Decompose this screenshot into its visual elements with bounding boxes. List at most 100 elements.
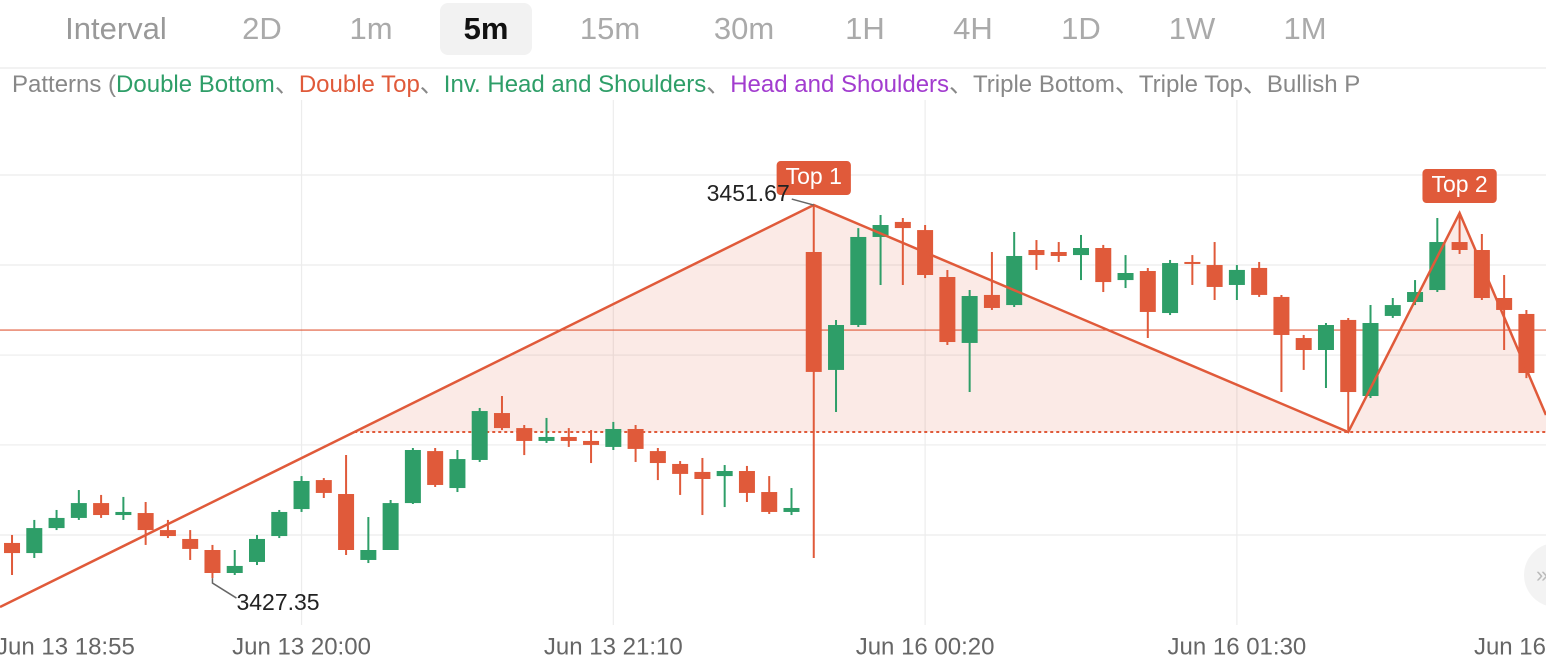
candle-body [471, 411, 488, 460]
x-tick-label: Jun 16 01:30 [1167, 633, 1306, 660]
candle-body [939, 276, 956, 343]
legend-item[interactable]: Bullish P [1267, 71, 1360, 98]
interval-option[interactable]: 2D [242, 11, 282, 46]
candle-body [805, 251, 822, 372]
x-tick-label: Jun 13 18:55 [0, 633, 135, 660]
candle-body [182, 538, 199, 549]
interval-option[interactable]: 1m [349, 11, 392, 46]
candle-body [961, 296, 978, 343]
low-annotation: 3427.35 [236, 589, 319, 615]
candle-body [70, 503, 87, 518]
legend-item[interactable]: Double Bottom [116, 71, 275, 98]
candle-body [1273, 296, 1290, 335]
candle-body [48, 517, 65, 529]
candle-body [783, 507, 800, 512]
candle-body [872, 225, 889, 237]
x-tick-label: Jun 16 [1474, 633, 1546, 660]
candle-body [1050, 251, 1067, 256]
candle-body [248, 538, 265, 562]
patterns-legend: Patterns (Double Bottom、Double Top、Inv. … [12, 71, 1360, 98]
candle-body [427, 451, 444, 485]
candle-body [1317, 325, 1334, 350]
candle-body [204, 550, 221, 574]
candle-body [560, 436, 577, 441]
legend-item[interactable]: Triple Top [1139, 71, 1243, 98]
legend-separator: 、 [706, 71, 730, 98]
candle-body [1251, 267, 1268, 295]
candle-body [738, 471, 755, 493]
candle-body [271, 511, 288, 537]
legend-item[interactable]: Head and Shoulders [730, 71, 949, 98]
candle-body [493, 413, 510, 429]
candle-body [1117, 273, 1134, 281]
interval-label: Interval [65, 11, 167, 46]
candle-body [761, 492, 778, 512]
candle-body [694, 471, 711, 479]
candle-body [1384, 305, 1401, 316]
legend-separator: 、 [1115, 71, 1139, 98]
interval-option[interactable]: 1H [845, 11, 885, 46]
legend-separator: 、 [949, 71, 973, 98]
legend-separator: 、 [1243, 71, 1267, 98]
pattern-line [0, 203, 1546, 609]
x-tick-label: Jun 13 20:00 [232, 633, 371, 660]
legend-separator: 、 [420, 71, 444, 98]
candle-body [649, 451, 666, 464]
candle-body [293, 480, 310, 510]
candle-body [1006, 255, 1023, 306]
legend-item[interactable]: Triple Bottom [973, 71, 1115, 98]
candle-body [1072, 248, 1089, 256]
candle-body [159, 530, 176, 537]
candle-body [26, 528, 43, 554]
candle-body [137, 513, 154, 531]
candle-body [605, 428, 622, 447]
interval-option[interactable]: 1M [1283, 11, 1326, 46]
candle-body [894, 221, 911, 229]
candle-body [1496, 298, 1513, 310]
pattern-label: Top 2 [1431, 171, 1487, 197]
candle-body [4, 542, 21, 554]
interval-option[interactable]: 1D [1061, 11, 1101, 46]
candle-body [1429, 242, 1446, 291]
candle-body [382, 503, 399, 550]
candle-body [516, 428, 533, 441]
candle-body [115, 511, 132, 516]
high-annotation: 3451.67 [707, 180, 790, 206]
candle-body [850, 236, 867, 325]
scroll-button[interactable] [1524, 543, 1546, 607]
candle-body [1362, 323, 1379, 397]
candle-body [226, 565, 243, 574]
candle-body [1295, 338, 1312, 350]
candle-body [1518, 313, 1535, 374]
candle-body [828, 325, 845, 370]
candle-body [1473, 250, 1490, 299]
candle-body [1162, 263, 1179, 314]
candle-body [1228, 269, 1245, 285]
candle-body [315, 480, 332, 493]
candle-body [1028, 250, 1045, 256]
interval-option[interactable]: 15m [580, 11, 640, 46]
candle-body [338, 494, 355, 550]
interval-option[interactable]: 5m [464, 11, 509, 46]
candle-body [672, 463, 689, 474]
candle-body [449, 459, 466, 489]
candle-body [583, 440, 600, 445]
annotation-connector [791, 198, 814, 206]
scroll-icon: » [1536, 562, 1546, 587]
interval-option[interactable]: 30m [714, 11, 774, 46]
legend-item[interactable]: Inv. Head and Shoulders [444, 71, 706, 98]
x-tick-label: Jun 16 00:20 [856, 633, 995, 660]
candle-body [983, 294, 1000, 308]
candle-body [538, 436, 555, 441]
selected-interval-bg [440, 3, 532, 55]
candle-body [1139, 271, 1156, 312]
annotation-connector [211, 578, 237, 599]
candle-body [1451, 242, 1468, 250]
legend-separator: 、 [275, 71, 299, 98]
legend-item[interactable]: Double Top [299, 71, 420, 98]
interval-option[interactable]: 4H [953, 11, 993, 46]
interval-option[interactable]: 1W [1169, 11, 1216, 46]
candle-body [360, 550, 377, 560]
candle-body [716, 471, 733, 477]
